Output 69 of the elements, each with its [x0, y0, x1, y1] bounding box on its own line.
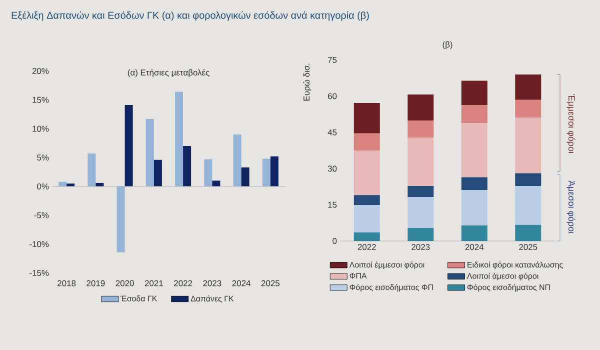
x-tick-label: 2022 [358, 244, 376, 250]
x-tick-label: 2024 [232, 280, 250, 286]
x-tick-label: 2022 [174, 280, 192, 286]
y-tick-label: 15% [32, 96, 49, 103]
bar [233, 134, 242, 186]
x-tick-label: 2023 [203, 280, 222, 286]
bar [515, 74, 542, 100]
bar [515, 173, 542, 186]
bar [124, 105, 133, 186]
chart-title: (β) [442, 41, 452, 50]
bar [408, 197, 434, 228]
bar [146, 118, 154, 186]
bar [262, 158, 270, 186]
bar [354, 232, 380, 241]
chart-title: (α) Ετήσιες μεταβολές [128, 69, 210, 78]
y-tick-label: 5% [37, 154, 49, 161]
y-tick-label: -10% [30, 241, 49, 248]
bar [354, 195, 380, 206]
x-tick-label: 2024 [465, 244, 484, 250]
bar [461, 177, 488, 190]
bar [515, 118, 542, 174]
x-tick-label: 2019 [86, 280, 105, 286]
bar [515, 186, 542, 225]
bar [154, 160, 162, 186]
bar [354, 102, 380, 134]
x-tick-label: 2021 [144, 280, 163, 286]
y-tick-label: 30 [328, 166, 337, 172]
y-tick-label: 0 [332, 238, 337, 244]
bar [461, 190, 488, 226]
bar [183, 146, 192, 186]
x-tick-label: 2018 [58, 280, 76, 286]
text: Έμμεσοι φόροι [566, 94, 576, 154]
bar [212, 180, 220, 186]
x-tick-label: 2023 [412, 244, 430, 250]
bar [515, 224, 542, 241]
y-tick-label: -15% [30, 270, 49, 276]
bar [461, 225, 488, 241]
bar [270, 156, 278, 186]
x-tick-label: 2025 [519, 244, 538, 250]
bar [204, 159, 212, 186]
text: Εξέλιξη Δαπανών και Εσόδων ΓΚ (α) και φορολογικών εσόδων ανά κατηγορία (β) [12, 11, 369, 21]
bar [354, 150, 380, 196]
text: Άμεσοι φόροι [566, 180, 576, 234]
y-tick-label: -5% [34, 212, 49, 218]
bar [408, 186, 434, 198]
bar [88, 154, 96, 186]
x-tick-label: 2020 [116, 280, 134, 286]
bar [461, 105, 488, 123]
bar [241, 167, 250, 186]
y-tick-label: 10% [32, 126, 49, 132]
bar [461, 80, 488, 106]
y-tick-label: 75 [328, 57, 337, 63]
y-tick-label: 60 [328, 93, 337, 100]
bar [116, 186, 125, 252]
bar [408, 137, 434, 186]
bar [515, 100, 542, 118]
y-tick-label: 20% [32, 68, 49, 74]
bar [408, 94, 434, 121]
bar [408, 120, 434, 138]
bar [354, 205, 380, 232]
y-tick-label: 15 [328, 202, 337, 208]
bar [175, 92, 184, 186]
y-axis-title: Ευρώ δισ. [303, 64, 312, 101]
bar [461, 122, 488, 178]
y-tick-label: 0% [37, 183, 49, 190]
bar [408, 228, 434, 241]
bar [354, 133, 380, 150]
x-tick-label: 2025 [261, 280, 280, 286]
y-tick-label: 45 [328, 129, 337, 136]
